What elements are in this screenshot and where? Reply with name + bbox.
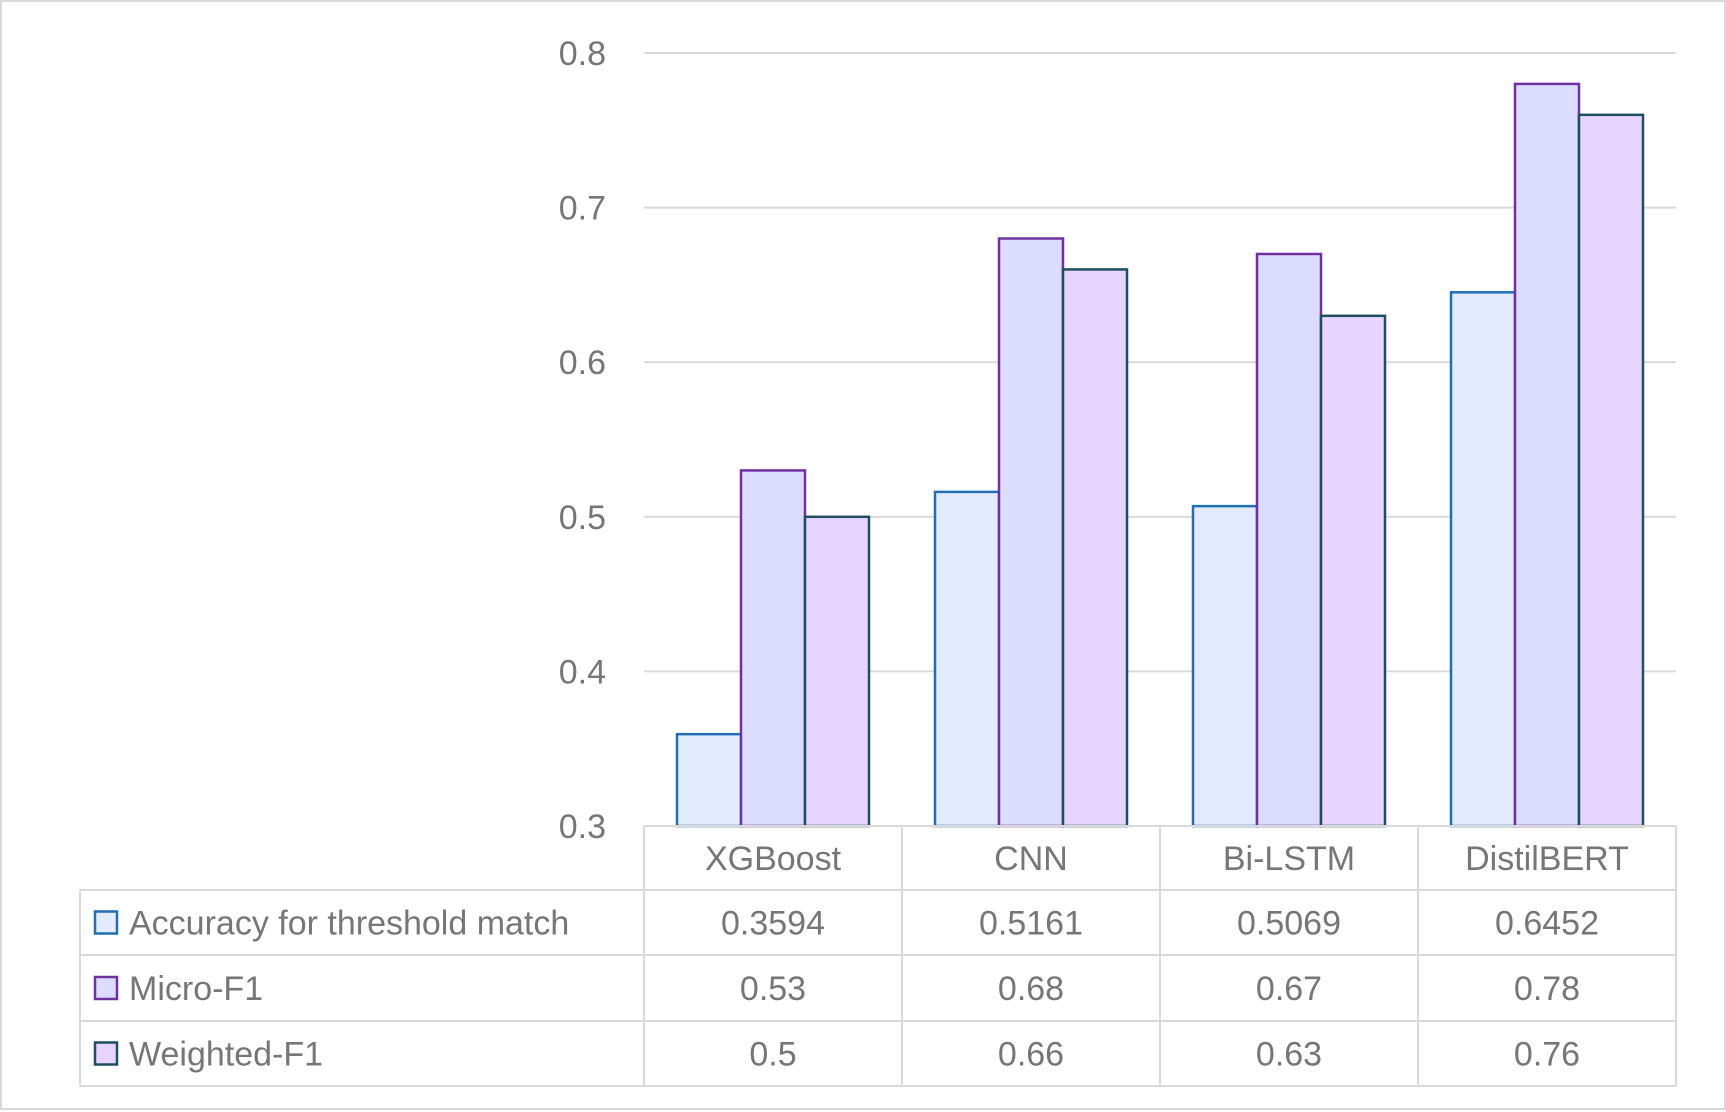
data-table: XGBoost CNN Bi-LSTM DistilBERT Accuracy for … xyxy=(79,825,1677,1087)
y-tick-label-0-3: 0.3 xyxy=(559,808,606,846)
y-tick-label-0-4: 0.4 xyxy=(559,653,606,691)
bar-bi-lstm-micro-f1 xyxy=(1255,252,1323,828)
series-name-accuracy-for-threshold-match: Accuracy for threshold match xyxy=(129,905,569,943)
y-tick-label-0-5: 0.5 xyxy=(559,499,606,537)
bar-bi-lstm-weighted-f1 xyxy=(1319,314,1387,828)
data-label-cnn-micro-f1: 0.68 xyxy=(998,970,1064,1008)
bar-distilbert-weighted-f1 xyxy=(1577,113,1645,828)
legend-key-weighted-f1 xyxy=(93,1041,119,1066)
series-name-micro-f1: Micro-F1 xyxy=(129,970,263,1008)
y-tick-label-0-6: 0.6 xyxy=(559,344,606,382)
category-label-cnn: CNN xyxy=(994,840,1068,878)
bar-bi-lstm-accuracy-for-threshold-match xyxy=(1191,504,1259,828)
bar-xgboost-micro-f1 xyxy=(739,469,807,828)
data-label-cnn-weighted-f1: 0.66 xyxy=(998,1036,1064,1074)
series-name-weighted-f1: Weighted-F1 xyxy=(129,1036,323,1074)
legend-key-accuracy-for-threshold-match xyxy=(93,910,119,935)
bar-cnn-micro-f1 xyxy=(997,237,1065,828)
data-label-bi-lstm-micro-f1: 0.67 xyxy=(1256,970,1322,1008)
y-axis-tick-labels: 0.3 0.4 0.5 0.6 0.7 0.8 xyxy=(559,35,606,846)
bar-cnn-accuracy-for-threshold-match xyxy=(933,490,1001,828)
y-tick-label-0-8: 0.8 xyxy=(559,35,606,73)
data-label-xgboost-micro-f1: 0.53 xyxy=(740,970,806,1008)
category-label-distilbert: DistilBERT xyxy=(1465,840,1629,878)
data-label-cnn-accuracy-for-threshold-match: 0.5161 xyxy=(979,905,1083,943)
bar-xgboost-accuracy-for-threshold-match xyxy=(675,732,743,828)
data-label-distilbert-micro-f1: 0.78 xyxy=(1514,970,1580,1008)
data-label-xgboost-weighted-f1: 0.5 xyxy=(749,1036,796,1074)
data-label-distilbert-accuracy-for-threshold-match: 0.6452 xyxy=(1495,905,1599,943)
bar-distilbert-accuracy-for-threshold-match xyxy=(1449,291,1517,828)
category-label-bi-lstm: Bi-LSTM xyxy=(1223,840,1355,878)
bars xyxy=(675,82,1645,828)
legend-key-micro-f1 xyxy=(93,975,119,1001)
bar-distilbert-micro-f1 xyxy=(1513,82,1581,828)
data-label-bi-lstm-weighted-f1: 0.63 xyxy=(1256,1036,1322,1074)
category-label-xgboost: XGBoost xyxy=(705,840,842,878)
data-label-distilbert-weighted-f1: 0.76 xyxy=(1514,1036,1580,1074)
data-label-xgboost-accuracy-for-threshold-match: 0.3594 xyxy=(721,905,825,943)
bar-xgboost-weighted-f1 xyxy=(803,515,871,828)
data-label-bi-lstm-accuracy-for-threshold-match: 0.5069 xyxy=(1237,905,1341,943)
bar-cnn-weighted-f1 xyxy=(1061,268,1129,828)
y-tick-label-0-7: 0.7 xyxy=(559,190,606,228)
